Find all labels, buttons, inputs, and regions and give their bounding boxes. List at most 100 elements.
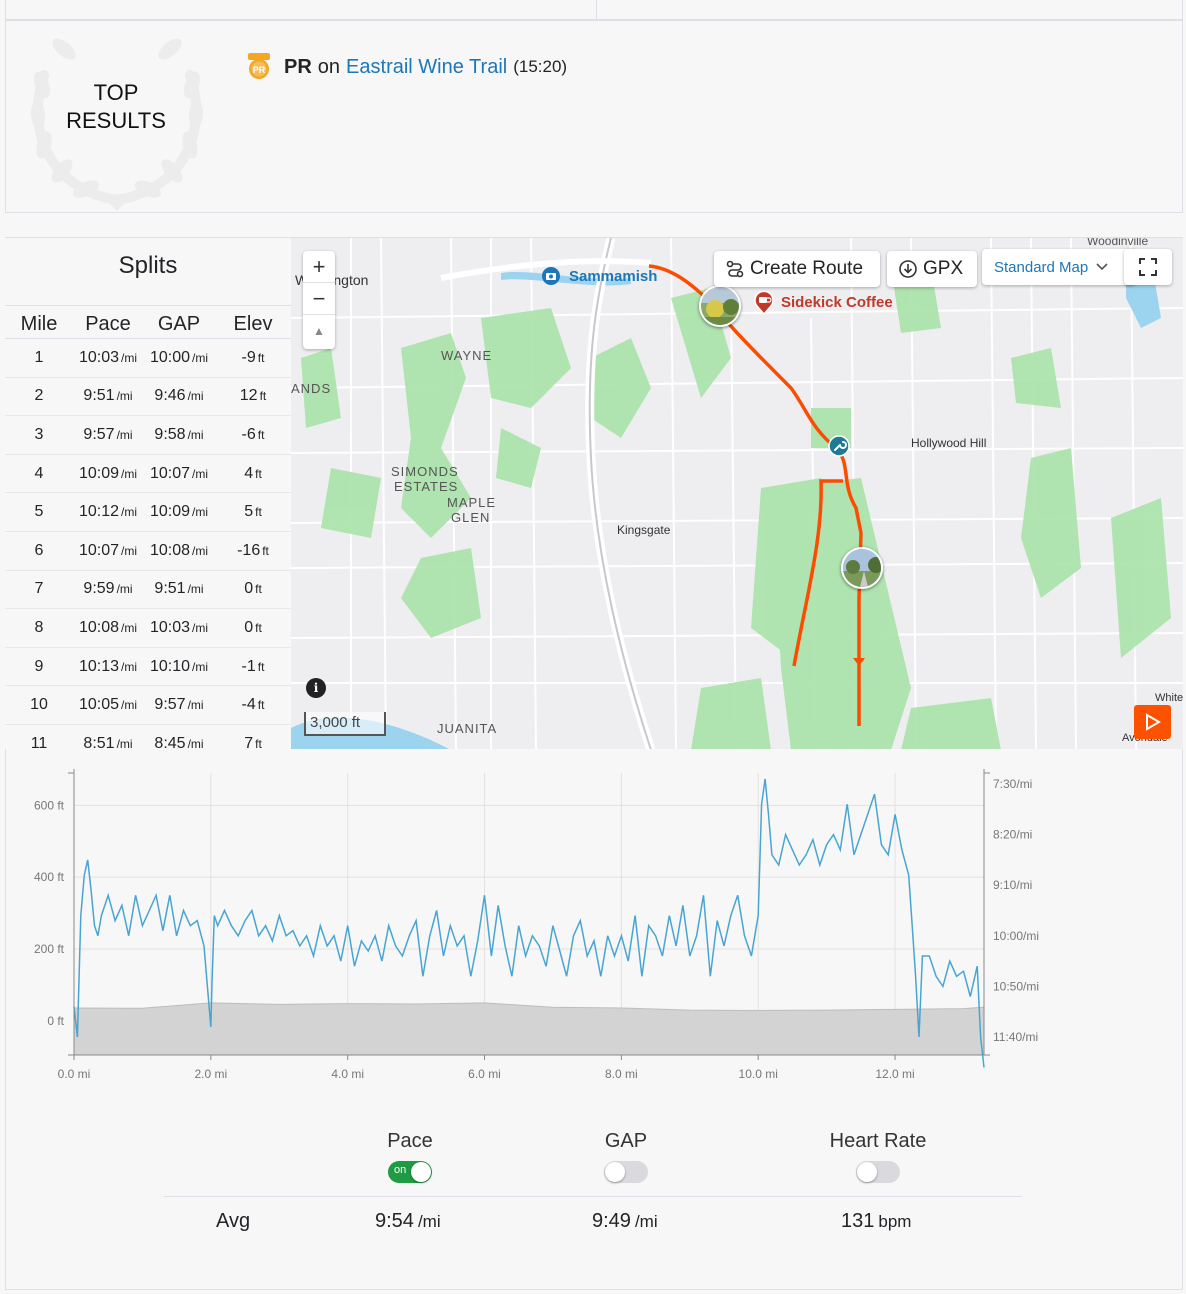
split-mile: 8 (5, 619, 73, 637)
split-gap: 9:58/mi (143, 426, 215, 444)
zoom-in-button[interactable]: + (303, 251, 335, 283)
split-gap-unit: /mi (187, 736, 204, 749)
split-elev-value: -9 (241, 348, 256, 366)
split-row: 8 10:08/mi 10:03/mi 0 ft (5, 609, 291, 648)
split-gap: 10:08/mi (143, 542, 215, 560)
y-right-tick-label: 7:30/mi (993, 777, 1032, 791)
split-gap-unit: /mi (187, 582, 204, 597)
fullscreen-button[interactable] (1124, 249, 1172, 285)
map-type-select[interactable]: Standard Map (982, 249, 1136, 285)
split-row: 9 10:13/mi 10:10/mi -1 ft (5, 648, 291, 687)
split-elev-unit: ft (255, 505, 262, 520)
split-mile: 6 (5, 542, 73, 560)
chart-svg[interactable]: 0.0 mi 2.0 mi 4.0 mi 6.0 mi 8.0 mi 10.0 mi 12.… (0, 749, 1186, 1109)
photo-image (701, 287, 739, 325)
split-mile: 4 (5, 465, 73, 483)
split-pace-unit: /mi (116, 736, 133, 749)
split-mile-value: 4 (34, 464, 44, 482)
split-pace-value: 10:09 (78, 464, 120, 482)
split-gap: 10:00/mi (143, 349, 215, 367)
label-white: White (1155, 692, 1183, 704)
split-gap-value: 8:45 (154, 734, 186, 749)
strip-divider (596, 0, 597, 20)
route-map[interactable]: Woodinville Washington Sammamish Sidekic… (291, 237, 1183, 749)
split-mile-value: 7 (34, 580, 44, 598)
route-photo-thumbnail[interactable] (699, 285, 741, 327)
split-pace-value: 10:13 (78, 657, 120, 675)
split-pace: 10:03/mi (73, 349, 143, 367)
split-row: 10 10:05/mi 9:57/mi -4 ft (5, 686, 291, 725)
split-gap: 8:45/mi (143, 735, 215, 749)
compass-button[interactable]: ▲ (313, 324, 325, 338)
split-elev-unit: ft (255, 466, 262, 481)
split-pace: 10:08/mi (73, 619, 143, 637)
map-canvas[interactable] (291, 238, 1183, 749)
split-pace-value: 9:51 (83, 387, 115, 405)
label-simonds: SIMONDS (391, 464, 459, 479)
poi-sammamish[interactable]: Sammamish (541, 266, 657, 286)
y-left-tick-label: 0 ft (47, 1014, 64, 1028)
map-type-label: Standard Map (994, 258, 1089, 276)
split-gap: 10:07/mi (143, 465, 215, 483)
y-left-tick-label: 400 ft (34, 870, 65, 884)
elevation-pace-chart[interactable]: 0.0 mi 2.0 mi 4.0 mi 6.0 mi 8.0 mi 10.0 mi 12.… (0, 749, 1186, 1109)
split-gap: 10:09/mi (143, 503, 215, 521)
pace-toggle[interactable]: on (388, 1161, 432, 1183)
split-elev-unit: ft (255, 620, 262, 635)
header-mile: Mile (20, 313, 58, 335)
split-gap-unit: /mi (192, 543, 209, 558)
poi-sidekick-coffee[interactable]: Sidekick Coffee (753, 289, 893, 315)
gpx-download-button[interactable]: GPX (887, 251, 977, 287)
split-elev: -16 ft (215, 542, 291, 560)
label-ands: ANDS (291, 381, 332, 396)
park-areas (301, 268, 1171, 749)
label-juanita: JUANITA (437, 721, 498, 736)
laurel-wreath-icon (30, 38, 204, 211)
wrench-pin-icon[interactable] (828, 435, 850, 457)
split-pace-value: 10:08 (78, 618, 120, 636)
split-elev: 7 ft (215, 735, 291, 749)
split-elev-value: -4 (241, 696, 256, 714)
scale-bar: 3,000 ft (304, 712, 386, 736)
split-gap-value: 10:09 (149, 503, 191, 521)
split-elev-value: 12 (239, 387, 258, 405)
split-pace-unit: /mi (121, 505, 138, 520)
split-pace: 10:05/mi (73, 696, 143, 714)
route-photo-thumbnail-2[interactable] (841, 547, 883, 589)
split-mile-value: 5 (34, 503, 44, 521)
zoom-out-button[interactable]: − (303, 283, 335, 315)
segment-link[interactable]: Eastrail Wine Trail (346, 55, 508, 78)
splits-title: Splits (118, 252, 178, 279)
x-tick-label: 4.0 mi (331, 1067, 364, 1081)
split-pace-unit: /mi (121, 659, 138, 674)
photo-image-2 (843, 549, 881, 587)
split-elev-unit: ft (257, 698, 265, 713)
x-tick-label: 8.0 mi (605, 1067, 638, 1081)
split-elev-value: 5 (244, 503, 254, 521)
info-icon[interactable]: i (306, 678, 326, 698)
x-tick-label: 10.0 mi (739, 1067, 778, 1081)
split-pace-unit: /mi (116, 389, 133, 404)
split-gap: 9:57/mi (143, 696, 215, 714)
split-mile: 7 (5, 580, 73, 598)
split-elev-value: 4 (244, 464, 254, 482)
split-gap-unit: /mi (192, 350, 209, 365)
flyby-play-button[interactable] (1134, 705, 1171, 739)
y-right-tick-label: 10:50/mi (993, 979, 1039, 993)
split-mile: 1 (5, 349, 73, 367)
fullscreen-icon (1139, 258, 1157, 276)
gap-toggle[interactable] (604, 1161, 648, 1183)
avg-label: Avg (216, 1210, 251, 1232)
heart-rate-toggle[interactable] (856, 1161, 900, 1183)
label-kingsgate: Kingsgate (617, 523, 671, 537)
split-mile-value: 9 (34, 657, 44, 675)
split-gap-unit: /mi (187, 389, 204, 404)
stats-divider (164, 1196, 1022, 1197)
pace-line (73, 778, 985, 1068)
split-row: 11 8:51/mi 8:45/mi 7 ft (5, 725, 291, 749)
avg-pace-value: 9:54/mi (375, 1210, 441, 1233)
pr-label: PR (284, 55, 312, 78)
create-route-button[interactable]: Create Route (714, 251, 880, 287)
split-gap-value: 9:46 (154, 387, 186, 405)
split-mile: 11 (5, 735, 73, 749)
